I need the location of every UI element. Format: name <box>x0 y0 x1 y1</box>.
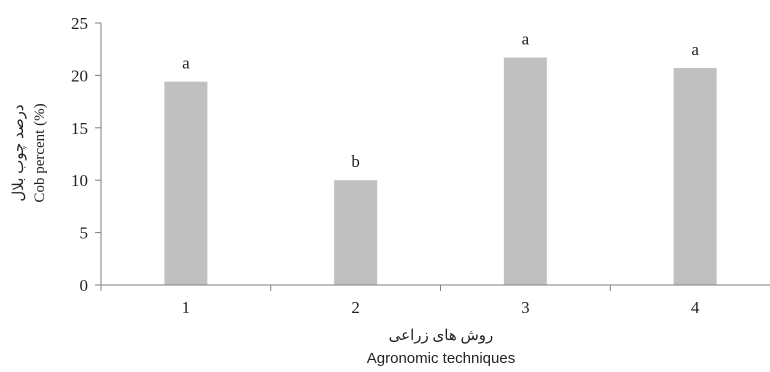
x-tick-label: 3 <box>521 298 530 317</box>
y-tick-label: 20 <box>71 66 88 85</box>
y-tick-label: 0 <box>80 276 89 295</box>
y-axis-title-en: Cob percent (%) <box>32 103 48 202</box>
data-label: a <box>522 30 530 49</box>
y-tick-label: 25 <box>71 14 88 33</box>
data-label: a <box>691 40 699 59</box>
bar <box>164 81 208 285</box>
bar <box>673 68 717 286</box>
y-axis-ticks: 0 5 10 15 20 25 <box>71 14 101 295</box>
x-tick-label: 1 <box>182 298 191 317</box>
data-label: a <box>182 54 190 73</box>
x-axis-ticks: 1 2 3 4 <box>100 285 700 317</box>
y-tick-label: 10 <box>71 171 88 190</box>
x-axis-title-fa: روش های زراعی <box>389 328 494 344</box>
x-tick-label: 4 <box>691 298 700 317</box>
y-tick-label: 5 <box>80 224 89 243</box>
bars <box>164 57 717 286</box>
data-labels: a b a a <box>182 30 699 172</box>
bar <box>503 57 547 285</box>
bar <box>334 180 378 285</box>
y-axis-title-fa: درصد چوب بلال <box>11 104 27 201</box>
y-tick-label: 15 <box>71 119 88 138</box>
x-tick-label: 2 <box>351 298 360 317</box>
data-label: b <box>351 152 360 171</box>
x-axis-title-en: Agronomic techniques <box>367 350 515 367</box>
